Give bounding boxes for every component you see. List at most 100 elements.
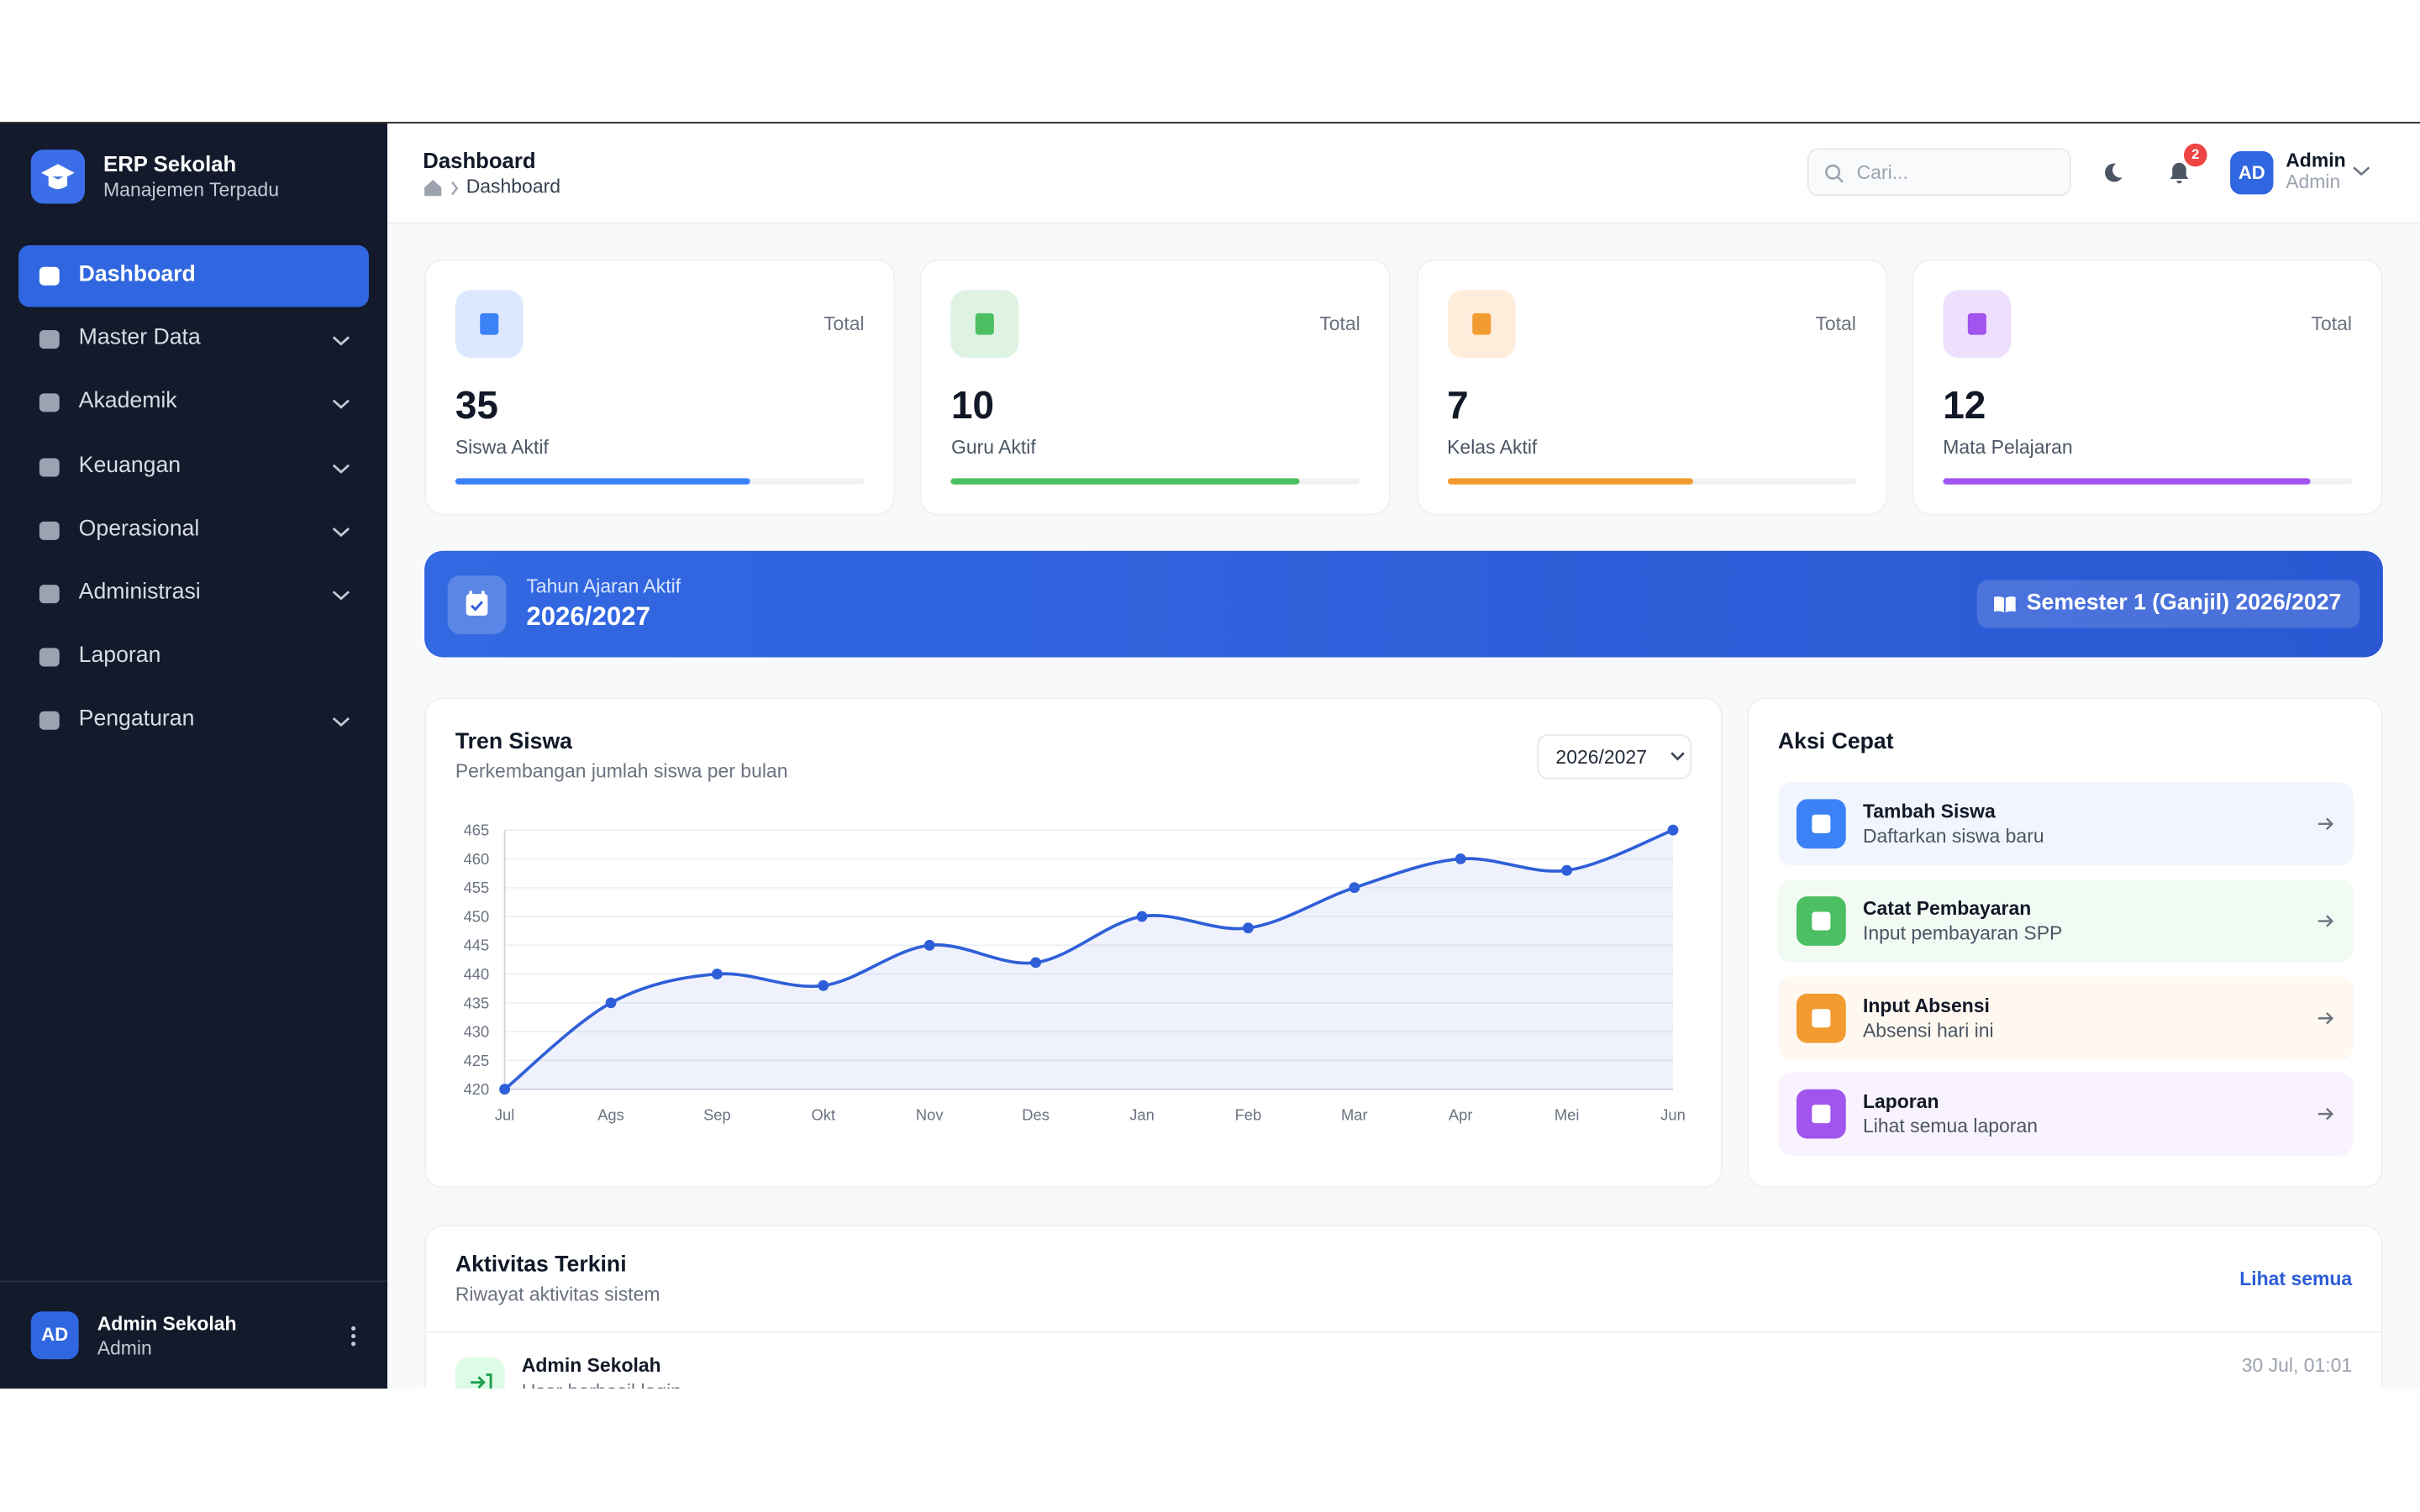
menu-icon (39, 457, 60, 476)
user-name: Admin Sekolah (97, 1313, 237, 1335)
stat-value: 12 (1943, 384, 1986, 428)
quick-action-title: Tambah Siswa (1862, 801, 1996, 822)
chevron (332, 400, 350, 410)
quick-action[interactable]: Catat Pembayaran Input pembayaran SPP (1777, 879, 2354, 963)
menu-item[interactable]: Keuangan (18, 436, 369, 497)
stat-value: 35 (455, 384, 498, 428)
glyph (1812, 814, 1831, 833)
theme-toggle[interactable] (2101, 160, 2125, 185)
menu-item[interactable]: Operasional (18, 500, 369, 561)
x-tick-label: Des (1022, 1105, 1050, 1123)
stat-card: Total 12 Mata Pelajaran (1912, 259, 2383, 516)
book-icon (1994, 596, 2016, 613)
x-tick-label: Sep (703, 1105, 731, 1123)
user-menu-chevron[interactable] (2352, 165, 2370, 178)
menu-label: Dashboard (78, 262, 196, 287)
menu-icon (39, 585, 60, 604)
stat-caption: Total (823, 312, 865, 335)
line (503, 828, 1674, 1091)
stat-label: Mata Pelajaran (1943, 436, 2073, 459)
chevron (332, 336, 350, 346)
activity-card: Aktivitas Terkini Riwayat aktivitas sist… (424, 1225, 2383, 1389)
arrow-path (2317, 1011, 2334, 1024)
menu-icon (39, 266, 60, 286)
icon-shape (39, 585, 60, 604)
trend-subtitle: Perkembangan jumlah siswa per bulan (455, 760, 788, 783)
menu-chevron (332, 336, 350, 346)
menu-item[interactable]: Dashboard (18, 245, 369, 307)
trend-title: Tren Siswa (455, 729, 573, 755)
chevron (332, 527, 350, 537)
y-tick-label: 460 (464, 850, 490, 868)
stat-icon-glyph (480, 312, 499, 335)
y-tick-label: 455 (464, 879, 490, 896)
icon-shape (39, 266, 60, 286)
quick-action[interactable]: Input Absensi Absensi hari ini (1777, 975, 2354, 1060)
menu-item[interactable]: Pengaturan (18, 690, 369, 752)
activity-action: User berhasil login (522, 1381, 681, 1389)
quick-action-glyph (1812, 814, 1831, 833)
quick-action[interactable]: Laporan Lihat semua laporan (1777, 1073, 2354, 1157)
logo (30, 150, 86, 204)
point (1667, 824, 1679, 836)
stat-caption: Total (1815, 312, 1856, 335)
progress-track (1943, 478, 2352, 485)
header: Dashboard Dashboard Cari... 2 AD Admin A… (387, 123, 2420, 224)
app: ERP Sekolah Manajemen Terpadu Dashboard M… (0, 122, 2420, 1389)
menu-item[interactable]: Laporan (18, 627, 369, 688)
stat-card: Total 35 Siswa Aktif (424, 259, 896, 516)
header-avatar[interactable]: AD (2230, 151, 2274, 195)
academic-year-banner: Tahun Ajaran Aktif 2026/2027 Semester 1 … (424, 550, 2383, 658)
point (1349, 882, 1360, 894)
quick-action[interactable]: Tambah Siswa Daftarkan siswa baru (1777, 782, 2354, 866)
user-role: Admin (97, 1337, 152, 1360)
search-placeholder: Cari... (1856, 161, 1908, 184)
menu-item[interactable]: Administrasi (18, 563, 369, 624)
activity-time: 30 Jul, 01:01 (2241, 1354, 2353, 1377)
menu-icon (39, 648, 60, 667)
glyph (1812, 911, 1831, 931)
arrow (2317, 914, 2334, 927)
menu-item[interactable]: Master Data (18, 309, 369, 370)
quick-action-icon (1796, 895, 1846, 946)
quick-actions-card: Aksi Cepat Tambah Siswa Daftarkan siswa b… (1747, 697, 2383, 1189)
quick-action-title: Catat Pembayaran (1862, 897, 2032, 920)
arrow-path (2317, 914, 2334, 927)
notification-bell[interactable] (2167, 160, 2191, 185)
notification-badge: 2 (2183, 143, 2207, 167)
page-title: Dashboard (423, 148, 536, 173)
menu-icon (39, 330, 60, 349)
menu-icon (39, 521, 60, 540)
point (818, 979, 829, 991)
year-selector[interactable]: 2026/2027 (1537, 734, 1692, 780)
chevron (332, 591, 350, 601)
stat-value: 10 (950, 384, 995, 428)
chevron (332, 464, 350, 474)
stat-icon (455, 290, 523, 359)
see-all-link[interactable]: Lihat semua (2239, 1268, 2353, 1290)
stat-card: Total 7 Kelas Aktif (1416, 259, 1887, 516)
login-glyph (471, 1373, 492, 1389)
more-button[interactable] (345, 1324, 360, 1348)
breadcrumb[interactable]: Dashboard (466, 176, 561, 198)
point (711, 969, 723, 980)
progress-track (950, 478, 1360, 485)
glyph (1967, 312, 1986, 335)
y-tick-label: 420 (464, 1080, 490, 1098)
search-box[interactable]: Cari... (1807, 148, 2071, 197)
icon-shape (39, 394, 60, 413)
calendar-icon (466, 591, 488, 616)
glyph (1812, 1008, 1831, 1027)
menu-item[interactable]: Akademik (18, 372, 369, 433)
stat-label: Siswa Aktif (455, 436, 549, 459)
glyph (976, 312, 995, 335)
menu-chevron (332, 527, 350, 537)
quick-action-title: Input Absensi (1862, 994, 1990, 1016)
trend-card: Tren Siswa Perkembangan jumlah siswa per… (424, 697, 1723, 1189)
quick-actions-title: Aksi Cepat (1777, 729, 1894, 755)
area (504, 830, 1674, 1089)
login-icon (471, 1373, 492, 1389)
point (1561, 864, 1573, 876)
banner-icon (447, 575, 507, 634)
